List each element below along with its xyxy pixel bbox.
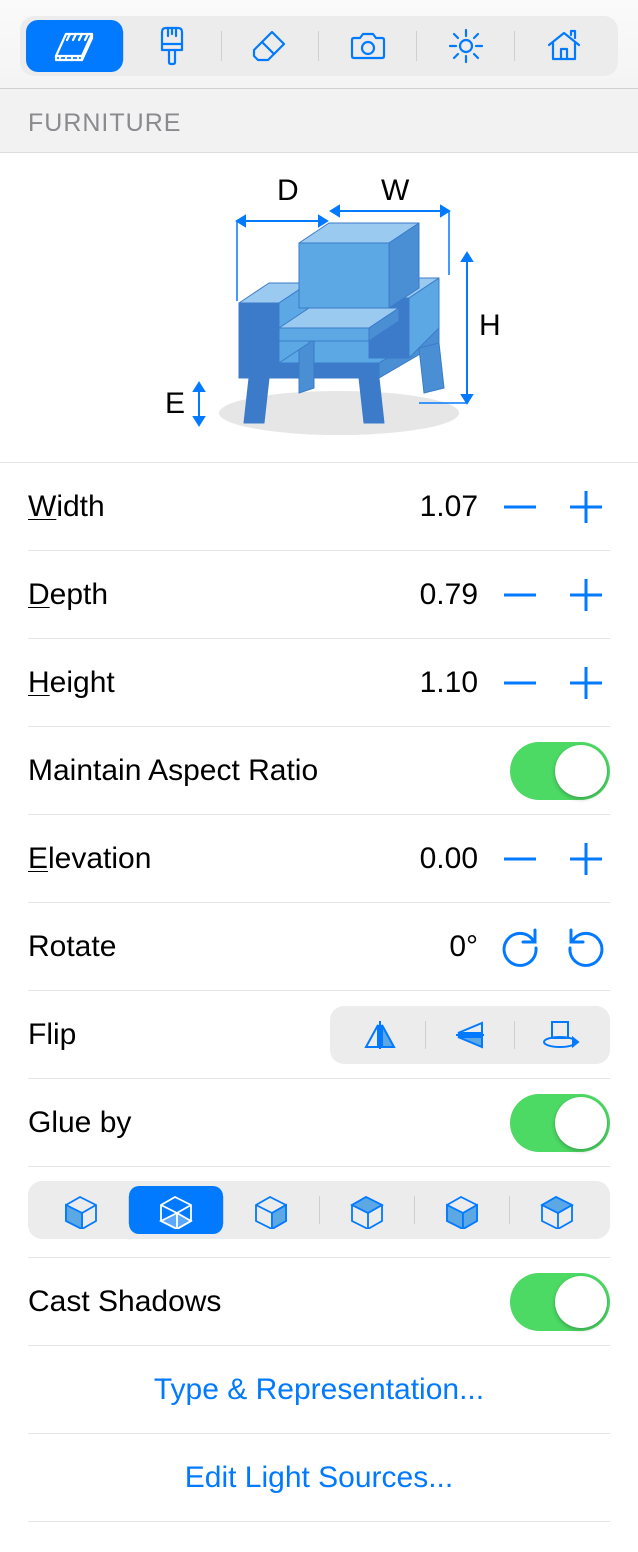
label-depth: Depth bbox=[28, 578, 408, 612]
house-icon bbox=[545, 29, 583, 63]
toggle-aspect[interactable] bbox=[510, 742, 610, 800]
minus-icon bbox=[500, 839, 540, 879]
ruler-icon bbox=[52, 28, 96, 64]
plus-icon bbox=[566, 487, 606, 527]
flip-rotate-icon bbox=[540, 1018, 580, 1052]
toggle-shadows[interactable] bbox=[510, 1273, 610, 1331]
toggle-glue[interactable] bbox=[510, 1094, 610, 1152]
tab-camera[interactable] bbox=[319, 20, 416, 72]
label-width: Width bbox=[28, 490, 408, 524]
link-label: Edit Light Sources... bbox=[185, 1461, 453, 1495]
glue-face-segment bbox=[28, 1181, 610, 1239]
cube-back-icon bbox=[346, 1191, 388, 1229]
row-glue: Glue by bbox=[28, 1079, 610, 1167]
tab-building[interactable] bbox=[515, 20, 612, 72]
label-elevation: Elevation bbox=[28, 842, 408, 876]
glue-face-2-button[interactable] bbox=[129, 1186, 223, 1234]
row-width: Width 1.07 bbox=[28, 463, 610, 551]
rotate-cw-button[interactable] bbox=[496, 923, 544, 971]
row-cast-shadows: Cast Shadows bbox=[28, 1258, 610, 1346]
flip-vertical-icon bbox=[452, 1019, 488, 1051]
minus-icon bbox=[500, 487, 540, 527]
flip-horizontal-button[interactable] bbox=[336, 1011, 425, 1059]
plus-icon bbox=[566, 839, 606, 879]
tab-edit[interactable] bbox=[222, 20, 319, 72]
row-height: Height 1.10 bbox=[28, 639, 610, 727]
edit-light-sources-button[interactable]: Edit Light Sources... bbox=[28, 1434, 610, 1522]
cube-top-icon bbox=[536, 1191, 578, 1229]
section-header: FURNITURE bbox=[0, 89, 638, 153]
value-height[interactable]: 1.10 bbox=[408, 666, 478, 700]
label-shadows: Cast Shadows bbox=[28, 1285, 510, 1319]
value-width[interactable]: 1.07 bbox=[408, 490, 478, 524]
camera-icon bbox=[348, 30, 388, 62]
minus-icon bbox=[500, 663, 540, 703]
row-depth: Depth 0.79 bbox=[28, 551, 610, 639]
value-depth[interactable]: 0.79 bbox=[408, 578, 478, 612]
glue-face-5-button[interactable] bbox=[415, 1186, 509, 1234]
rotate-cw-icon bbox=[499, 926, 541, 968]
decrease-button[interactable] bbox=[496, 659, 544, 707]
sun-icon bbox=[448, 28, 484, 64]
paintbrush-icon bbox=[154, 26, 190, 66]
decrease-button[interactable] bbox=[496, 483, 544, 531]
cube-bottom-icon bbox=[155, 1191, 197, 1229]
minus-icon bbox=[500, 575, 540, 615]
rotate-ccw-button[interactable] bbox=[562, 923, 610, 971]
stepper-height bbox=[496, 659, 610, 707]
decrease-button[interactable] bbox=[496, 571, 544, 619]
row-elevation: Elevation 0.00 bbox=[28, 815, 610, 903]
flip-rotate-button[interactable] bbox=[515, 1011, 604, 1059]
flip-vertical-button[interactable] bbox=[426, 1011, 515, 1059]
rotate-ccw-icon bbox=[565, 926, 607, 968]
stepper-depth bbox=[496, 571, 610, 619]
label-flip: Flip bbox=[28, 1018, 330, 1052]
label-E: E bbox=[165, 387, 185, 420]
tab-lighting[interactable] bbox=[417, 20, 514, 72]
glue-face-3-button[interactable] bbox=[224, 1186, 318, 1234]
type-representation-button[interactable]: Type & Representation... bbox=[28, 1346, 610, 1434]
dimension-diagram: D W H E bbox=[0, 153, 638, 463]
rotate-buttons bbox=[496, 923, 610, 971]
increase-button[interactable] bbox=[562, 659, 610, 707]
value-elevation[interactable]: 0.00 bbox=[408, 842, 478, 876]
plus-icon bbox=[566, 575, 606, 615]
value-rotate[interactable]: 0° bbox=[408, 930, 478, 964]
increase-button[interactable] bbox=[562, 835, 610, 883]
stepper-width bbox=[496, 483, 610, 531]
glue-face-6-button[interactable] bbox=[510, 1186, 604, 1234]
stepper-elevation bbox=[496, 835, 610, 883]
glue-face-1-button[interactable] bbox=[34, 1186, 128, 1234]
cube-right-icon bbox=[250, 1191, 292, 1229]
flip-segment bbox=[330, 1006, 610, 1064]
cube-left-icon bbox=[60, 1191, 102, 1229]
tab-materials[interactable] bbox=[124, 20, 221, 72]
label-rotate: Rotate bbox=[28, 930, 408, 964]
glue-face-4-button[interactable] bbox=[320, 1186, 414, 1234]
eraser-icon bbox=[250, 28, 290, 64]
increase-button[interactable] bbox=[562, 483, 610, 531]
row-flip: Flip bbox=[28, 991, 610, 1079]
label-aspect: Maintain Aspect Ratio bbox=[28, 754, 510, 788]
toolbar-container bbox=[0, 0, 638, 89]
flip-horizontal-icon bbox=[362, 1019, 398, 1051]
label-height: Height bbox=[28, 666, 408, 700]
label-W: W bbox=[381, 174, 410, 207]
mode-toolbar bbox=[20, 16, 618, 76]
cube-front-icon bbox=[441, 1191, 483, 1229]
row-aspect-ratio: Maintain Aspect Ratio bbox=[28, 727, 610, 815]
properties-list: Width 1.07 Depth 0.79 Height 1.10 bbox=[0, 463, 638, 1522]
decrease-button[interactable] bbox=[496, 835, 544, 883]
row-glue-faces bbox=[28, 1167, 610, 1258]
link-label: Type & Representation... bbox=[154, 1373, 484, 1407]
label-D: D bbox=[277, 174, 299, 207]
plus-icon bbox=[566, 663, 606, 703]
tab-dimensions[interactable] bbox=[26, 20, 123, 72]
increase-button[interactable] bbox=[562, 571, 610, 619]
row-rotate: Rotate 0° bbox=[28, 903, 610, 991]
label-glue: Glue by bbox=[28, 1106, 510, 1140]
label-H: H bbox=[479, 309, 501, 342]
